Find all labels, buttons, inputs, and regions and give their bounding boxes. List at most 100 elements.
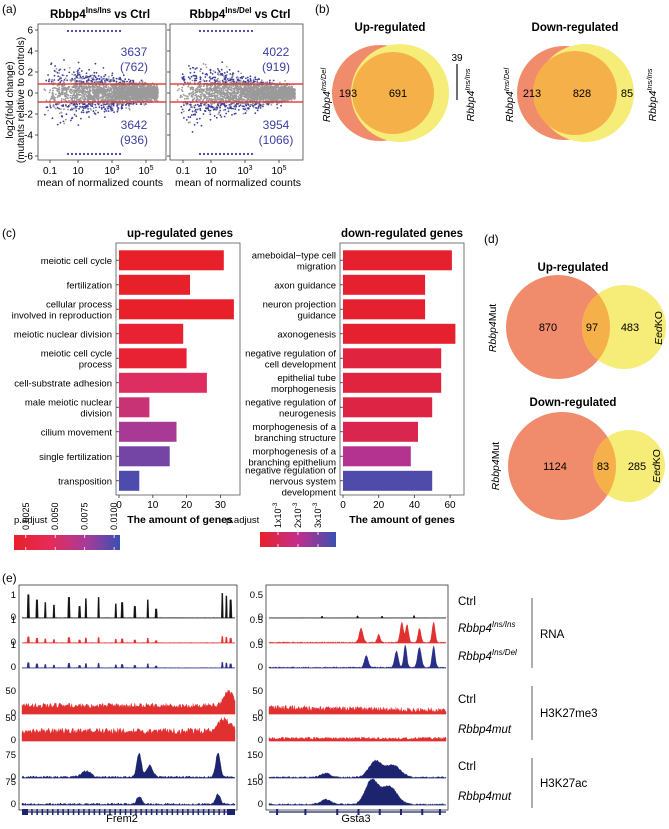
ma-point xyxy=(260,104,262,107)
ma-point xyxy=(186,95,188,97)
ma-point xyxy=(190,75,193,78)
ma-point xyxy=(212,106,214,109)
ma-point xyxy=(82,85,85,88)
ma-point xyxy=(64,92,66,94)
ma-point xyxy=(280,104,282,107)
ma-point xyxy=(74,80,76,82)
ma-point xyxy=(128,105,131,107)
ma-point xyxy=(53,70,56,72)
ma-point xyxy=(83,103,86,105)
ma-point xyxy=(266,85,269,87)
ma-point xyxy=(107,110,110,112)
ma-point xyxy=(71,77,74,80)
ma-point xyxy=(122,98,124,100)
ma-point xyxy=(245,104,248,107)
ma-point xyxy=(246,96,249,99)
ma-point xyxy=(195,108,197,111)
ma-point xyxy=(69,102,72,105)
ma-point xyxy=(80,81,83,83)
ma-point xyxy=(256,81,259,83)
ma-point xyxy=(204,63,207,66)
ma-point xyxy=(73,74,75,76)
ma-point xyxy=(85,95,88,98)
ma-point xyxy=(209,78,212,80)
ma-point xyxy=(98,93,100,96)
ma-point xyxy=(261,79,263,82)
ma-point xyxy=(74,78,76,80)
ma-point xyxy=(183,98,186,100)
ma-point xyxy=(224,87,226,89)
ma-point xyxy=(62,98,65,101)
ma-point xyxy=(254,112,257,115)
ma-point xyxy=(100,104,103,107)
ma-point xyxy=(200,68,202,70)
ma-point xyxy=(69,119,72,122)
ma-point xyxy=(250,95,253,97)
ma-point xyxy=(146,95,148,98)
ma-point xyxy=(88,68,90,71)
ma-point xyxy=(91,80,93,83)
ma-point xyxy=(102,29,106,33)
ma-point xyxy=(111,79,114,82)
ma-point xyxy=(194,91,197,94)
ma-point xyxy=(185,97,188,100)
ma-point xyxy=(121,107,124,109)
ma-point xyxy=(259,107,262,109)
ma-point xyxy=(210,93,213,95)
ma-point xyxy=(259,86,262,89)
ma-point xyxy=(91,103,94,105)
ma-point xyxy=(154,96,156,99)
ma-point xyxy=(208,80,211,82)
ma-point xyxy=(112,94,115,97)
ma-point xyxy=(63,68,66,71)
ma-point xyxy=(221,61,224,63)
ma-point xyxy=(57,94,60,97)
ma-point xyxy=(129,80,131,83)
ma-point xyxy=(93,98,96,101)
ma-point xyxy=(93,112,96,115)
ma-point xyxy=(94,92,97,94)
ma-point xyxy=(48,79,51,81)
ma-point xyxy=(240,93,243,96)
ma-point xyxy=(81,94,83,97)
ma-point xyxy=(206,85,208,88)
ma-point xyxy=(240,72,243,75)
ma-point xyxy=(68,85,71,88)
ma-point xyxy=(102,152,106,156)
ma-point xyxy=(138,85,141,87)
ma-point xyxy=(58,107,60,110)
ma-point xyxy=(207,105,210,108)
ma-point xyxy=(86,104,89,107)
ma-point xyxy=(61,88,64,91)
ma-point xyxy=(98,102,101,105)
ma-point xyxy=(218,93,221,96)
ma-point xyxy=(204,76,207,78)
ma-point xyxy=(268,91,270,93)
ma-point xyxy=(115,77,118,80)
ma-point xyxy=(69,96,72,99)
ma-point xyxy=(90,152,94,156)
ma-point xyxy=(119,97,121,100)
ma-point xyxy=(109,80,111,83)
ma-point xyxy=(254,76,256,79)
ma-point xyxy=(226,78,229,80)
ma-point xyxy=(75,93,78,96)
ma-point xyxy=(242,95,245,98)
ma-point xyxy=(58,88,61,91)
ma-point xyxy=(69,89,71,92)
ma-point xyxy=(95,106,97,109)
ma-point xyxy=(74,29,78,33)
ma-point xyxy=(118,86,121,89)
ma-point xyxy=(84,91,87,93)
ma-point xyxy=(54,65,56,67)
ma-point xyxy=(116,99,119,101)
ma-point xyxy=(75,80,78,82)
ma-point xyxy=(63,79,66,81)
ma-point xyxy=(207,109,210,112)
ma-point xyxy=(77,80,80,83)
ma-point xyxy=(63,87,66,90)
ma-point xyxy=(63,108,65,111)
ma-point xyxy=(240,89,242,91)
ma-point xyxy=(189,116,192,119)
ma-point xyxy=(138,97,141,100)
